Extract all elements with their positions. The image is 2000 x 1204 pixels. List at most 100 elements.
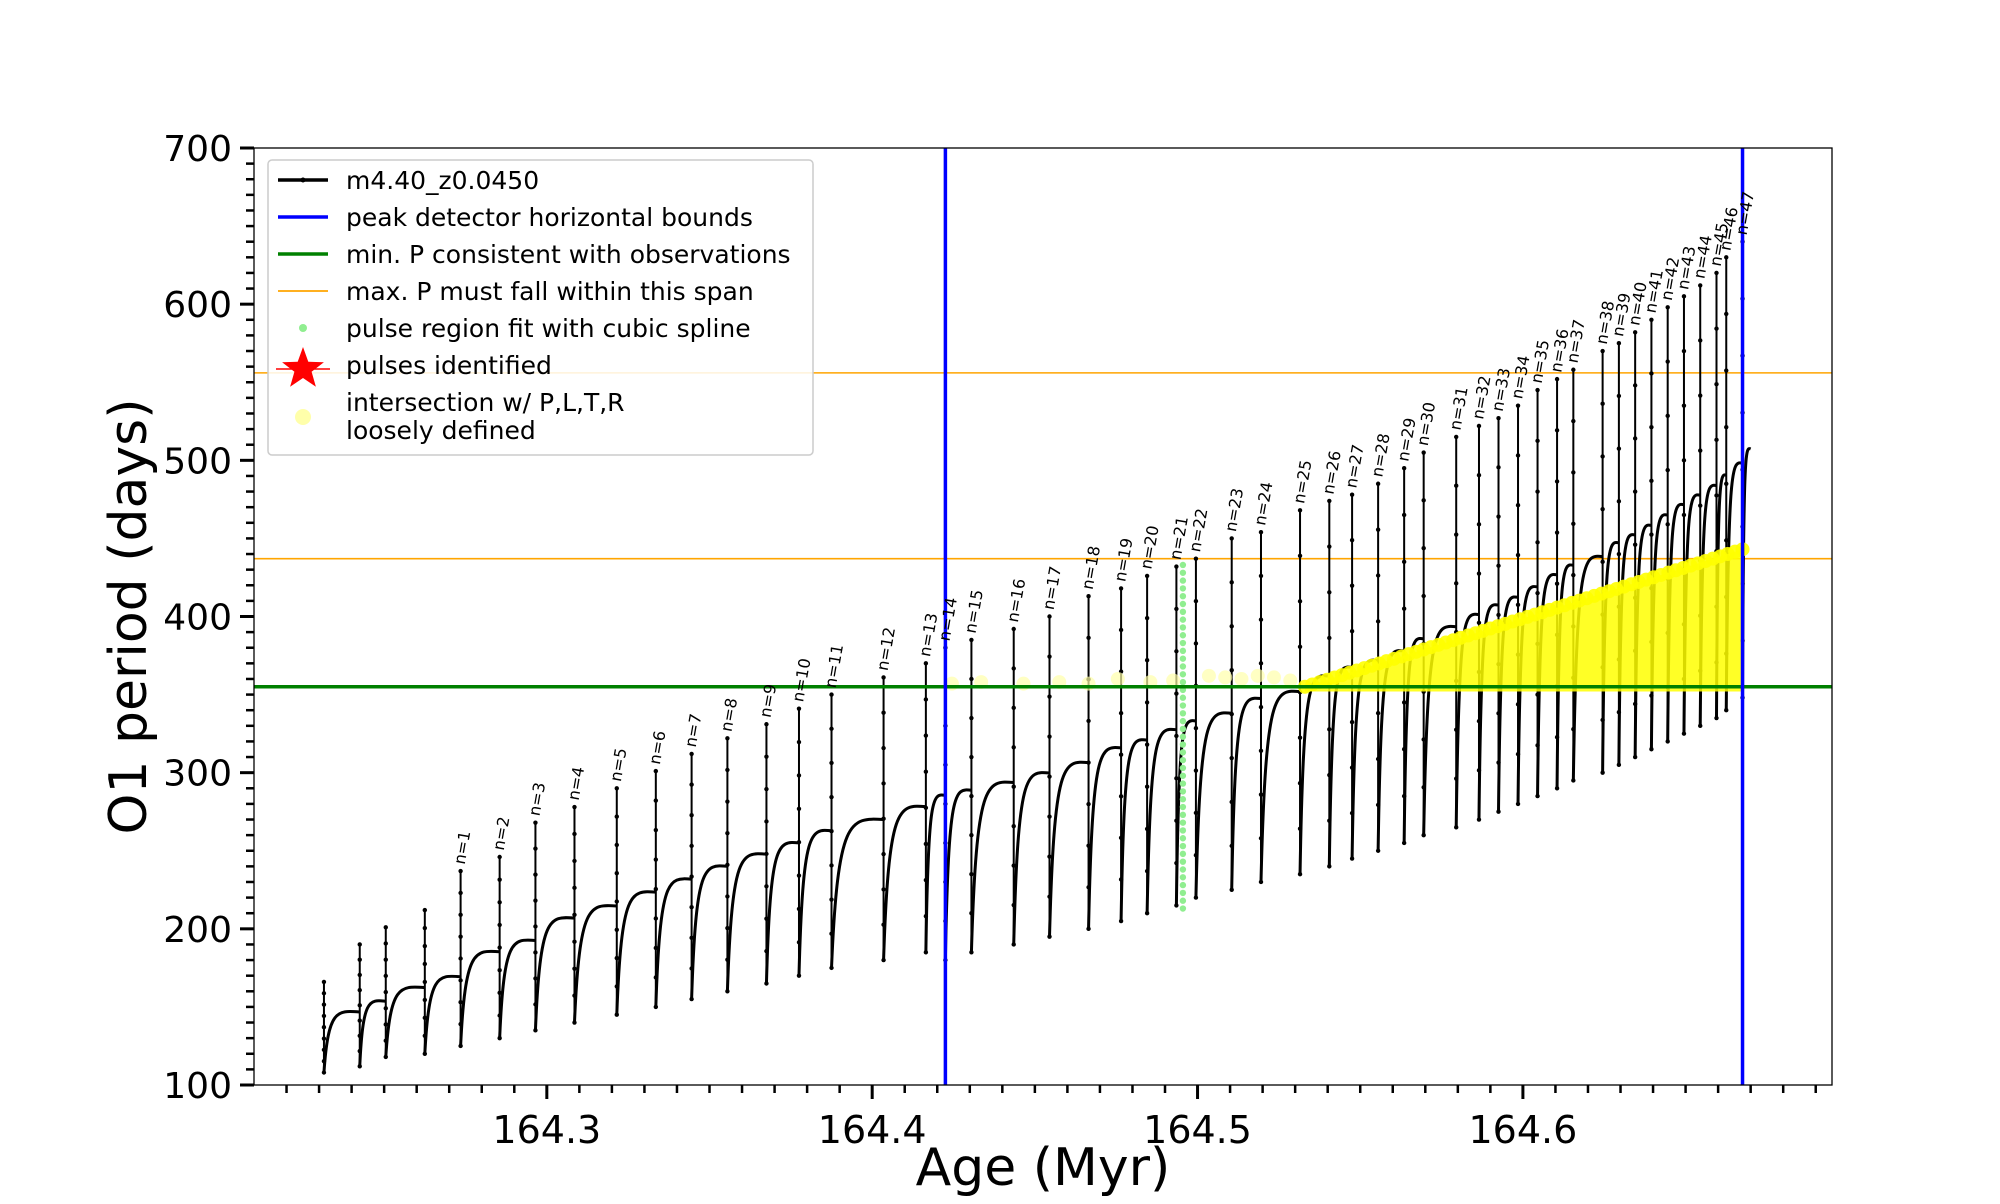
pulse-label: n=25 xyxy=(1289,458,1315,505)
track-point xyxy=(1616,709,1622,715)
track-point xyxy=(1349,628,1355,634)
track-point xyxy=(572,885,577,891)
interpulse-arc xyxy=(1601,540,1620,773)
track-point xyxy=(1401,512,1407,518)
track-point xyxy=(1327,727,1332,732)
track-point xyxy=(614,870,619,876)
track-point xyxy=(1375,848,1381,853)
track-point xyxy=(689,874,694,879)
track-point xyxy=(1714,493,1719,498)
track-point xyxy=(829,965,834,971)
track-point xyxy=(969,754,974,760)
track-point xyxy=(725,989,730,994)
track-point xyxy=(1174,860,1179,866)
track-point xyxy=(1375,619,1381,624)
pulse-label: n=8 xyxy=(717,696,742,733)
track-point xyxy=(1554,530,1560,535)
track-point xyxy=(1571,521,1576,526)
track-point xyxy=(1681,512,1687,518)
track-point xyxy=(1535,489,1540,494)
track-point xyxy=(1649,317,1654,322)
spline-point xyxy=(1179,624,1187,631)
track-point xyxy=(572,804,577,810)
track-point xyxy=(1086,885,1091,890)
interpulse-arc xyxy=(615,890,656,1015)
track-point xyxy=(689,782,694,787)
track-point xyxy=(422,997,428,1003)
spline-point xyxy=(1179,756,1187,764)
track-point xyxy=(1665,305,1670,310)
track-point xyxy=(829,726,834,731)
track-point xyxy=(1011,666,1016,671)
track-point xyxy=(1144,615,1150,621)
interpulse-arc xyxy=(423,974,461,1054)
track-point xyxy=(764,851,769,857)
track-point xyxy=(796,839,802,845)
track-point xyxy=(383,957,388,962)
spline-point xyxy=(1179,788,1187,795)
track-point xyxy=(533,846,538,851)
track-point xyxy=(1229,711,1234,717)
interpulse-arc xyxy=(1230,696,1262,890)
track-point xyxy=(1047,934,1052,939)
spline-point xyxy=(1179,803,1187,811)
track-point xyxy=(321,1070,327,1075)
track-point xyxy=(829,794,834,800)
track-point xyxy=(1600,454,1605,459)
track-point xyxy=(969,637,974,643)
legend-swatch-dot xyxy=(300,177,306,183)
track-point xyxy=(533,898,538,903)
y-tick-label: 400 xyxy=(163,598,232,639)
track-point xyxy=(1698,393,1703,398)
track-point xyxy=(321,1047,327,1053)
track-point xyxy=(497,1035,502,1041)
track-point xyxy=(497,990,502,996)
track-point xyxy=(1174,649,1179,654)
track-point xyxy=(321,1036,327,1041)
track-point xyxy=(1616,341,1622,346)
track-point xyxy=(1554,479,1560,484)
track-point xyxy=(383,941,388,946)
pulse-label: n=14 xyxy=(935,596,961,643)
track-point xyxy=(1401,559,1407,565)
interpulse-arc xyxy=(882,804,926,961)
track-point xyxy=(1229,536,1234,541)
track-point xyxy=(923,697,929,702)
pulse-label: n=28 xyxy=(1367,432,1393,479)
y-tick-label: 500 xyxy=(163,441,232,482)
track-point xyxy=(1193,810,1199,816)
spline-point xyxy=(1179,796,1187,803)
track-point xyxy=(829,863,834,868)
pulse-label: n=47 xyxy=(1732,190,1758,237)
track-point xyxy=(357,987,362,993)
pulse-label: n=5 xyxy=(606,746,631,783)
pulse-label: n=3 xyxy=(525,781,550,818)
track-point xyxy=(1724,311,1729,317)
track-point xyxy=(458,912,463,917)
spline-point xyxy=(1179,842,1187,850)
spline-point xyxy=(1179,749,1187,756)
track-point xyxy=(422,907,428,913)
track-point xyxy=(1144,784,1150,789)
spline-point xyxy=(1179,632,1187,639)
track-point xyxy=(1515,702,1521,707)
track-point xyxy=(1327,498,1332,504)
track-point xyxy=(1554,734,1560,740)
axes-layer: 164.3 164.4 164.5 164.6 100 200 300 400 500 600 70… xyxy=(163,129,1817,1152)
track-point xyxy=(614,984,619,989)
track-point xyxy=(1454,532,1459,537)
track-point xyxy=(1454,434,1459,440)
track-point xyxy=(1086,926,1091,932)
track-point xyxy=(1600,506,1605,512)
track-point xyxy=(1229,755,1234,761)
interpulse-arc xyxy=(1119,738,1148,922)
track-point xyxy=(796,806,802,811)
track-point xyxy=(1724,481,1729,486)
interpulse-arc xyxy=(533,916,575,1031)
spline-point xyxy=(1179,866,1187,873)
track-point xyxy=(357,942,362,947)
track-point xyxy=(1258,617,1264,622)
track-point xyxy=(1535,387,1540,393)
legend-label: peak detector horizontal bounds xyxy=(346,203,753,232)
legend-swatch-star xyxy=(282,347,324,387)
